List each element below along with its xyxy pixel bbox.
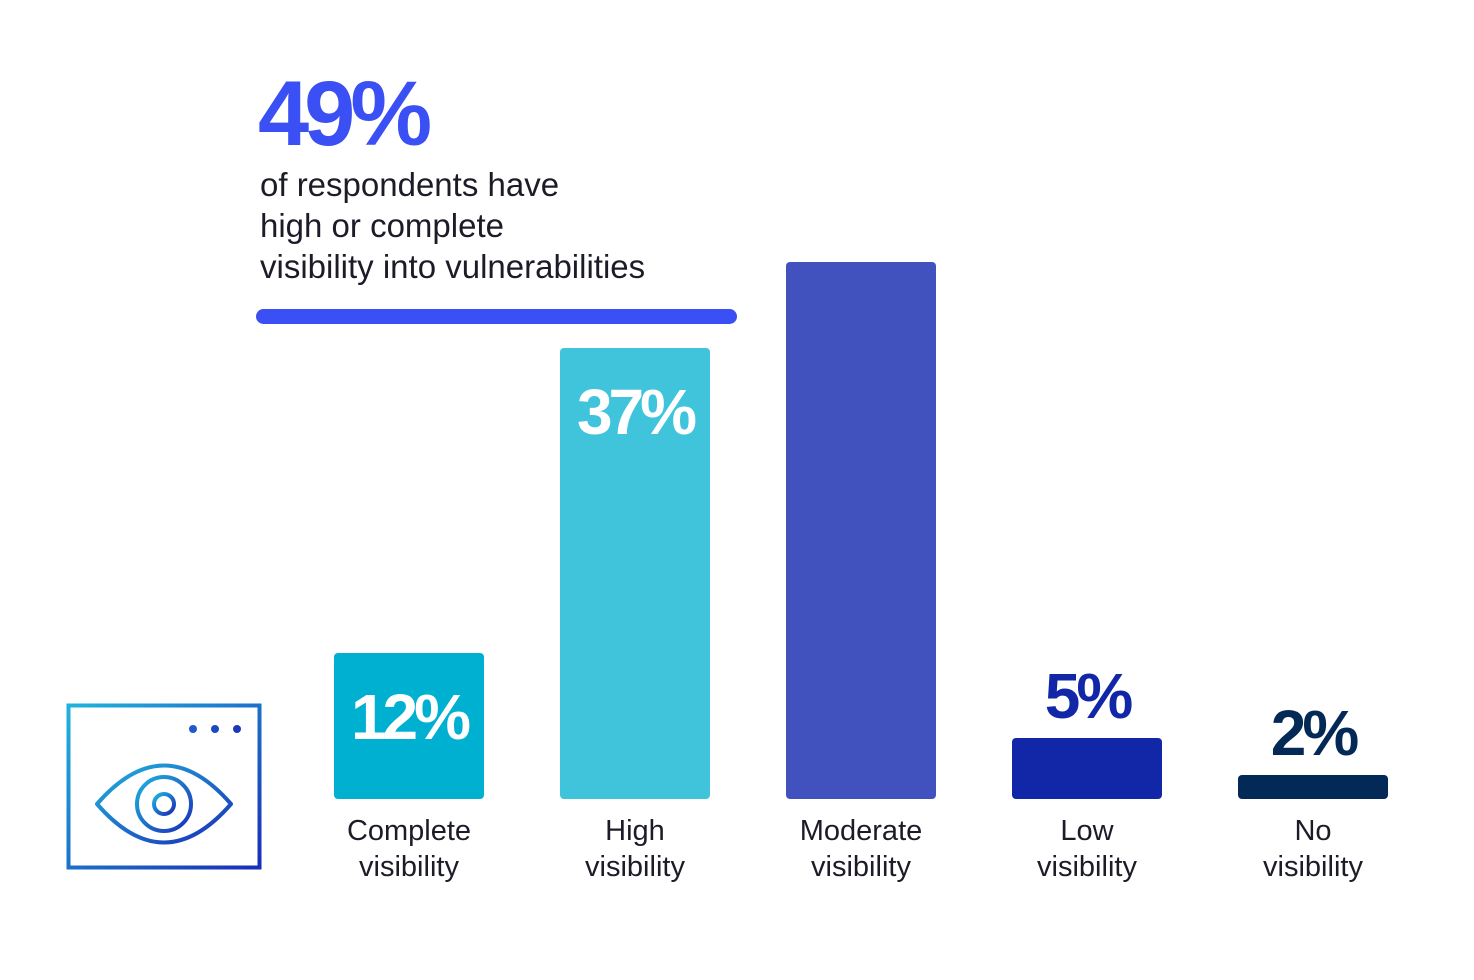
category-label-line: Complete xyxy=(346,815,472,847)
category-label-low-visibility: Low visibility xyxy=(977,813,1197,885)
bar-value-complete-visibility: 12% xyxy=(350,680,471,753)
category-label-no-visibility: No visibility xyxy=(1203,813,1423,885)
category-label-line: visibility xyxy=(585,851,685,883)
bar-moderate-visibility xyxy=(786,262,936,799)
bar-complete-visibility xyxy=(334,652,484,799)
headline-underline xyxy=(256,309,737,324)
bar-value-no-visibility: 2% xyxy=(1270,696,1360,769)
category-label-line: visibility xyxy=(1263,851,1363,883)
category-label-line: visibility xyxy=(1037,851,1137,883)
category-label-line: Moderate xyxy=(799,815,923,847)
bar-value-low-visibility: 5% xyxy=(1044,660,1134,732)
bar-value-high-visibility: 37% xyxy=(576,375,697,448)
headline-percentage: 49% xyxy=(258,63,432,165)
headline-line-3: visibility into vulnerabilities xyxy=(260,248,646,285)
category-label-moderate-visibility: Moderate visibility xyxy=(751,813,971,885)
bar-low-visibility xyxy=(1012,738,1162,799)
headline-line-1: of respondents have xyxy=(260,166,560,203)
headline-line-2: high or complete xyxy=(260,207,504,244)
category-label-high-visibility: High visibility xyxy=(525,813,745,885)
category-label-line: Low xyxy=(1060,815,1114,847)
bar-value-moderate-visibility: 44% xyxy=(802,290,923,363)
headline-description: of respondents have high or complete vis… xyxy=(260,164,780,287)
bar-no-visibility xyxy=(1238,774,1388,799)
category-label-line: No xyxy=(1294,815,1332,847)
category-label-line: High xyxy=(605,815,665,847)
category-label-complete-visibility: Complete visibility xyxy=(299,813,519,885)
bar-high-visibility xyxy=(560,347,710,799)
category-label-line: visibility xyxy=(359,851,459,883)
category-label-line: visibility xyxy=(811,851,911,883)
browser-eye-icon xyxy=(66,703,262,870)
